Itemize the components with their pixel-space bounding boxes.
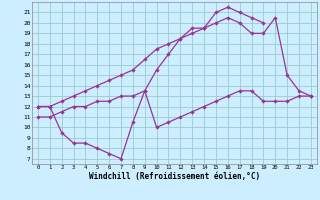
X-axis label: Windchill (Refroidissement éolien,°C): Windchill (Refroidissement éolien,°C) [89, 172, 260, 181]
